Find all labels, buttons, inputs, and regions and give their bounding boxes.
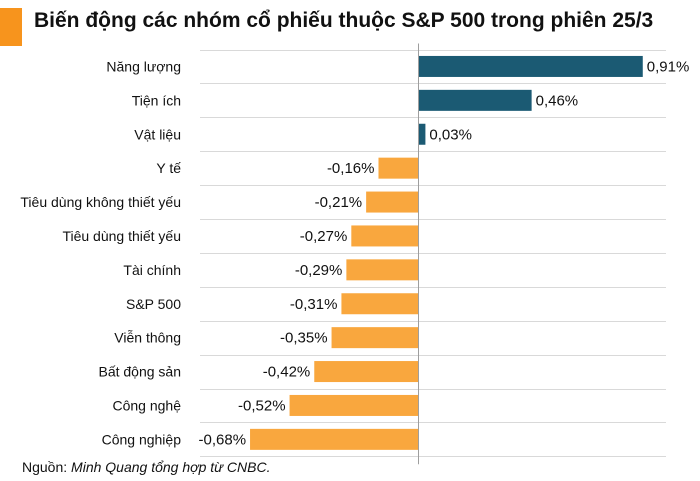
bar	[418, 89, 532, 111]
data-label: -0,52%	[238, 397, 286, 414]
bar	[418, 55, 643, 77]
chart-title: Biến động các nhóm cổ phiếu thuộc S&P 50…	[34, 9, 654, 32]
bar	[289, 394, 418, 416]
data-label: -0,16%	[327, 160, 375, 177]
category-label: Tiện ích	[132, 92, 181, 108]
source-note: Nguồn: Minh Quang tổng hợp từ CNBC.	[22, 459, 270, 475]
bar	[418, 123, 426, 145]
data-label: -0,27%	[300, 228, 348, 245]
category-label: S&P 500	[126, 296, 181, 312]
source-prefix: Nguồn:	[22, 459, 72, 475]
category-label: Công nghệ	[112, 397, 181, 413]
data-label: 0,03%	[429, 126, 472, 143]
bar	[250, 428, 418, 450]
data-label: -0,21%	[315, 194, 363, 211]
bar	[351, 225, 418, 247]
title-accent-bar	[0, 8, 22, 46]
bar	[366, 191, 418, 213]
data-label: -0,31%	[290, 296, 338, 313]
bar	[331, 327, 418, 349]
category-label: Y tế	[156, 160, 181, 176]
category-label: Viễn thông	[114, 330, 181, 346]
source-text: Minh Quang tổng hợp từ CNBC.	[71, 459, 271, 475]
category-label: Tiêu dùng không thiết yếu	[20, 194, 181, 210]
bar	[378, 157, 418, 179]
data-label: -0,68%	[199, 431, 247, 448]
category-label: Bất động sản	[98, 364, 181, 380]
data-label: -0,35%	[280, 330, 328, 347]
data-label: -0,42%	[263, 364, 311, 381]
category-label: Tài chính	[123, 262, 181, 278]
data-label: -0,29%	[295, 262, 343, 279]
bar	[346, 259, 418, 281]
category-label: Vật liệu	[134, 126, 181, 142]
category-label: Năng lượng	[106, 58, 181, 74]
data-label: 0,91%	[647, 58, 690, 75]
category-label: Công nghiệp	[102, 431, 182, 447]
data-label: 0,46%	[536, 92, 579, 109]
category-label: Tiêu dùng thiết yếu	[62, 228, 181, 244]
bar	[314, 361, 418, 383]
bar	[341, 293, 418, 315]
